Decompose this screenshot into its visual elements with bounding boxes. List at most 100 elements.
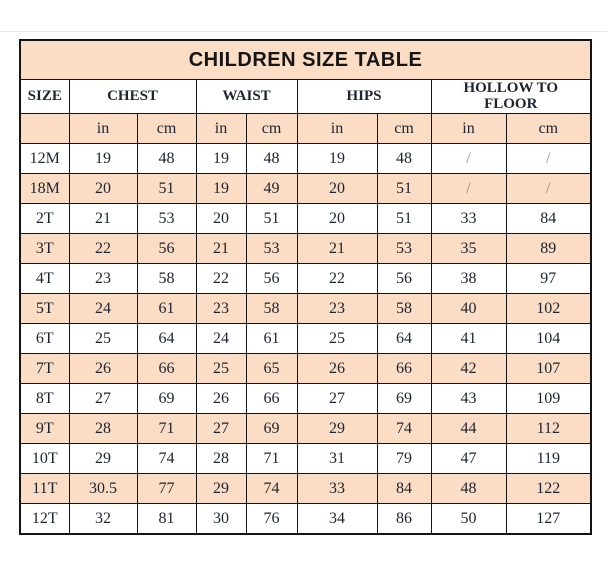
value-cell: 22: [296, 263, 378, 294]
table-row: 18M 20 51 19 49 20 51 / /: [19, 173, 592, 204]
table-row: 2T 21 53 20 51 20 51 33 84: [19, 203, 592, 234]
table-row: 12T 32 81 30 76 34 86 50 127: [19, 503, 592, 535]
value-cell: 20: [195, 203, 247, 234]
size-cell: 11T: [19, 473, 70, 504]
value-cell: 34: [296, 503, 378, 535]
table-row: 10T 29 74 28 71 31 79 47 119: [19, 443, 592, 474]
value-cell: 48: [430, 473, 507, 504]
value-cell: 35: [430, 233, 507, 264]
value-cell: 26: [195, 383, 247, 414]
value-cell: 81: [136, 503, 197, 535]
value-cell: 25: [296, 323, 378, 354]
value-cell: 51: [376, 173, 432, 204]
value-cell: 19: [68, 143, 138, 174]
value-cell: 20: [296, 203, 378, 234]
value-cell: 38: [430, 263, 507, 294]
value-cell: 23: [296, 293, 378, 324]
value-cell: 30.5: [68, 473, 138, 504]
col-header-waist: WAIST: [195, 79, 298, 114]
value-cell: 65: [245, 353, 298, 384]
value-cell: 19: [195, 143, 247, 174]
value-cell: 49: [245, 173, 298, 204]
table-row: 11T 30.5 77 29 74 33 84 48 122: [19, 473, 592, 504]
value-cell: 51: [136, 173, 197, 204]
value-cell: 53: [245, 233, 298, 264]
value-cell: 56: [136, 233, 197, 264]
value-cell: 109: [505, 383, 592, 414]
value-cell: 29: [296, 413, 378, 444]
value-cell: 104: [505, 323, 592, 354]
table-row: 8T 27 69 26 66 27 69 43 109: [19, 383, 592, 414]
size-cell: 4T: [19, 263, 70, 294]
value-cell: 58: [136, 263, 197, 294]
value-cell: 47: [430, 443, 507, 474]
unit-cell-hips-in: in: [296, 113, 378, 144]
unit-cell-chest-in: in: [68, 113, 138, 144]
value-cell: 25: [68, 323, 138, 354]
value-cell: 24: [195, 323, 247, 354]
size-cell: 9T: [19, 413, 70, 444]
value-cell: 21: [68, 203, 138, 234]
size-cell: 18M: [19, 173, 70, 204]
table-row: 4T 23 58 22 56 22 56 38 97: [19, 263, 592, 294]
col-header-hips: HIPS: [296, 79, 432, 114]
value-cell: 19: [195, 173, 247, 204]
value-cell: 28: [68, 413, 138, 444]
value-cell: 53: [136, 203, 197, 234]
unit-header-row: in cm in cm in cm in cm: [19, 113, 592, 144]
value-cell: 21: [296, 233, 378, 264]
value-cell: 84: [376, 473, 432, 504]
value-cell: 69: [136, 383, 197, 414]
value-cell: 22: [68, 233, 138, 264]
table-row: 7T 26 66 25 65 26 66 42 107: [19, 353, 592, 384]
table-row: 12M 19 48 19 48 19 48 / /: [19, 143, 592, 174]
value-cell: 61: [136, 293, 197, 324]
table-row: 3T 22 56 21 53 21 53 35 89: [19, 233, 592, 264]
value-cell: 58: [245, 293, 298, 324]
value-cell: 102: [505, 293, 592, 324]
table-row: 6T 25 64 24 61 25 64 41 104: [19, 323, 592, 354]
table-title: CHILDREN SIZE TABLE: [19, 39, 592, 80]
value-cell: 76: [245, 503, 298, 535]
size-cell: 12M: [19, 143, 70, 174]
value-cell: 56: [245, 263, 298, 294]
value-cell: 61: [245, 323, 298, 354]
size-cell: 10T: [19, 443, 70, 474]
value-cell: 50: [430, 503, 507, 535]
value-cell: 64: [376, 323, 432, 354]
value-cell: 20: [68, 173, 138, 204]
value-cell: 69: [376, 383, 432, 414]
value-cell: 119: [505, 443, 592, 474]
value-cell: 43: [430, 383, 507, 414]
value-cell: 26: [68, 353, 138, 384]
value-cell: 127: [505, 503, 592, 535]
value-cell: 24: [68, 293, 138, 324]
value-cell: 107: [505, 353, 592, 384]
size-cell: 2T: [19, 203, 70, 234]
value-cell: 77: [136, 473, 197, 504]
page-divider-line: [0, 31, 607, 32]
value-cell: /: [430, 143, 507, 174]
value-cell: 53: [376, 233, 432, 264]
value-cell: 74: [245, 473, 298, 504]
value-cell: 69: [245, 413, 298, 444]
unit-cell-empty: [19, 113, 70, 144]
value-cell: 112: [505, 413, 592, 444]
value-cell: 66: [376, 353, 432, 384]
value-cell: 48: [136, 143, 197, 174]
size-cell: 8T: [19, 383, 70, 414]
value-cell: /: [430, 173, 507, 204]
value-cell: 29: [195, 473, 247, 504]
column-group-header-row: SIZE CHEST WAIST HIPS HOLLOW TO FLOOR: [19, 79, 592, 114]
value-cell: 97: [505, 263, 592, 294]
size-cell: 12T: [19, 503, 70, 535]
unit-cell-chest-cm: cm: [136, 113, 197, 144]
value-cell: 30: [195, 503, 247, 535]
value-cell: 27: [195, 413, 247, 444]
value-cell: 27: [68, 383, 138, 414]
value-cell: 71: [136, 413, 197, 444]
unit-cell-hollow-in: in: [430, 113, 507, 144]
value-cell: 79: [376, 443, 432, 474]
value-cell: 66: [245, 383, 298, 414]
value-cell: 41: [430, 323, 507, 354]
